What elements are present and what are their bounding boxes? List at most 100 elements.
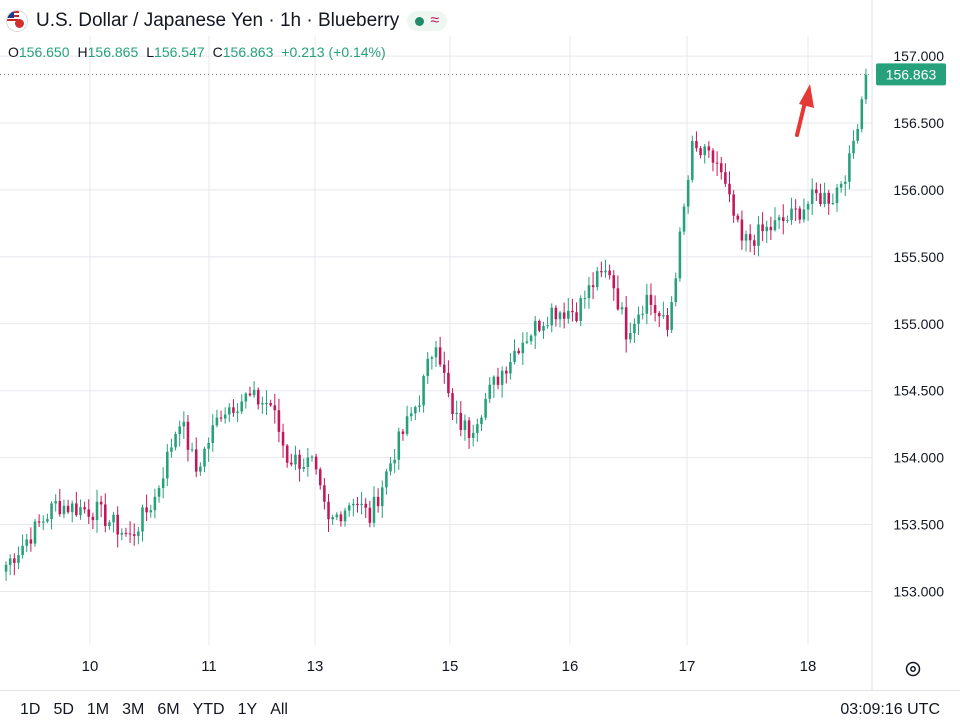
candle-body bbox=[418, 405, 421, 407]
candle-body bbox=[347, 505, 351, 511]
candle-body bbox=[310, 456, 314, 458]
candle-body bbox=[786, 220, 789, 222]
candle-body bbox=[409, 413, 413, 417]
candle-body bbox=[823, 192, 826, 205]
candle-body bbox=[75, 503, 78, 516]
candle-body bbox=[463, 420, 467, 430]
candle-body bbox=[806, 204, 810, 210]
candle-body bbox=[430, 357, 434, 359]
candle-body bbox=[496, 376, 500, 385]
candle-body bbox=[637, 314, 640, 324]
candle-body bbox=[190, 449, 194, 451]
candle-body bbox=[178, 426, 181, 435]
candle-body bbox=[860, 99, 864, 129]
candle-body bbox=[666, 315, 669, 330]
candle-body bbox=[372, 496, 376, 523]
candle-body bbox=[4, 564, 8, 572]
candle-body bbox=[37, 521, 41, 523]
candle-body bbox=[558, 312, 562, 320]
candle-body bbox=[174, 434, 177, 448]
candle-body bbox=[41, 521, 45, 523]
candle-body bbox=[529, 335, 533, 342]
candle-body bbox=[525, 341, 529, 343]
x-tick-label: 13 bbox=[307, 658, 324, 675]
candle-body bbox=[207, 442, 210, 449]
candle-body bbox=[732, 194, 735, 216]
candle-body bbox=[95, 501, 99, 521]
candle-body bbox=[504, 370, 508, 374]
utc-clock[interactable]: 03:09:16 UTC bbox=[840, 701, 940, 718]
range-3m-button[interactable]: 3M bbox=[122, 701, 145, 718]
ohlc-high: H156.865 bbox=[77, 44, 139, 60]
candle-body bbox=[476, 424, 479, 433]
candle-body bbox=[554, 307, 558, 320]
candle-body bbox=[21, 545, 24, 556]
ohlc-open: O156.650 bbox=[8, 44, 70, 60]
y-tick-label: 156.500 bbox=[893, 115, 944, 131]
candle-body bbox=[757, 224, 760, 246]
candle-body bbox=[256, 389, 260, 405]
candle-body bbox=[414, 406, 417, 414]
candle-body bbox=[401, 431, 405, 435]
range-all-button[interactable]: All bbox=[270, 701, 288, 718]
candle-body bbox=[327, 501, 330, 520]
candle-body bbox=[405, 416, 409, 435]
x-tick-label: 11 bbox=[201, 658, 217, 675]
candle-body bbox=[575, 312, 578, 321]
candle-body bbox=[699, 148, 702, 156]
candle-body bbox=[798, 208, 802, 220]
candle-body bbox=[600, 271, 603, 273]
candle-body bbox=[629, 333, 632, 340]
candle-body bbox=[815, 189, 818, 194]
candle-body bbox=[161, 478, 165, 489]
range-6m-button[interactable]: 6M bbox=[157, 701, 180, 718]
range-5d-button[interactable]: 5D bbox=[53, 701, 74, 718]
candle-body bbox=[550, 307, 554, 326]
candle-body bbox=[835, 187, 839, 204]
candle-body bbox=[513, 350, 516, 362]
candle-body bbox=[306, 457, 310, 467]
candle-body bbox=[765, 226, 768, 232]
range-1d-button[interactable]: 1D bbox=[20, 701, 41, 718]
candle-body bbox=[244, 393, 248, 402]
candle-body bbox=[542, 325, 545, 331]
candle-body bbox=[728, 183, 731, 195]
x-tick-label: 16 bbox=[562, 658, 579, 675]
candle-body bbox=[616, 288, 620, 310]
symbol-title[interactable]: U.S. Dollar / Japanese Yen · 1h · Bluebe… bbox=[36, 10, 400, 31]
candle-body bbox=[781, 217, 785, 222]
candle-body bbox=[777, 217, 781, 221]
candle-body bbox=[533, 320, 537, 336]
candle-body bbox=[480, 417, 483, 425]
last-price-badge bbox=[876, 63, 946, 86]
candle-body bbox=[112, 514, 115, 523]
ohlc-close: C156.863 bbox=[212, 44, 274, 60]
candle-body bbox=[748, 234, 752, 241]
candle-body bbox=[736, 215, 740, 220]
status-pill[interactable]: ≈ bbox=[407, 11, 448, 31]
candle-body bbox=[691, 141, 694, 180]
candle-body bbox=[261, 403, 264, 405]
candle-body bbox=[719, 163, 723, 173]
candle-body bbox=[265, 403, 268, 405]
candle-body bbox=[438, 347, 442, 365]
candle-body bbox=[29, 539, 33, 544]
candle-body bbox=[368, 507, 372, 523]
candle-body bbox=[397, 431, 401, 460]
x-tick-label: 17 bbox=[679, 658, 696, 675]
candle-body bbox=[13, 558, 16, 563]
range-ytd-button[interactable]: YTD bbox=[192, 701, 225, 718]
candle-body bbox=[104, 504, 107, 526]
candle-body bbox=[662, 315, 665, 317]
candle-body bbox=[364, 503, 368, 508]
y-tick-label: 155.000 bbox=[893, 316, 944, 332]
candle-body bbox=[108, 522, 111, 526]
range-1y-button[interactable]: 1Y bbox=[237, 701, 258, 718]
gear-icon[interactable] bbox=[904, 660, 922, 678]
range-1m-button[interactable]: 1M bbox=[86, 701, 110, 718]
chart-header: U.S. Dollar / Japanese Yen · 1h · Bluebe… bbox=[6, 10, 448, 32]
candle-body bbox=[819, 193, 822, 205]
candle-body bbox=[33, 521, 37, 544]
candle-body bbox=[509, 361, 512, 374]
candle-body bbox=[285, 445, 289, 463]
